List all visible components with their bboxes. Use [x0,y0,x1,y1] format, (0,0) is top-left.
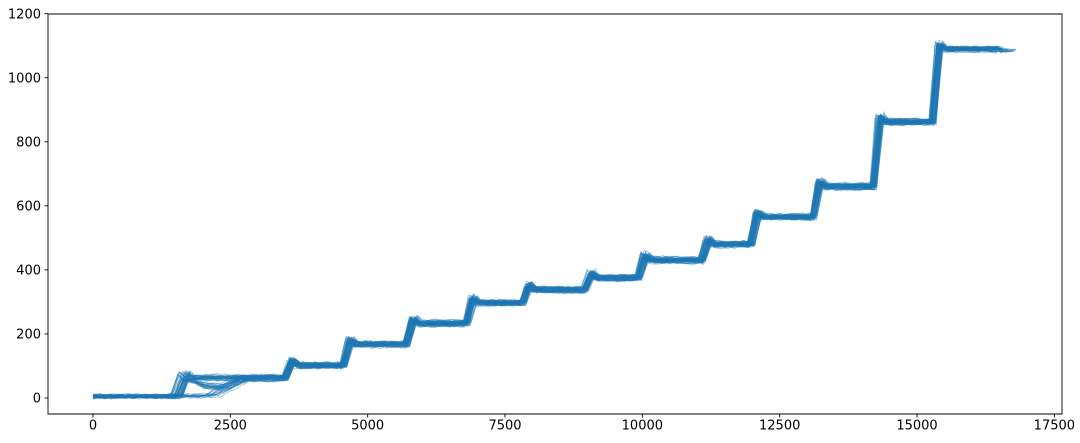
run-line [92,42,1011,398]
run-line [92,41,1004,398]
run-line [92,41,1005,399]
run-line [92,44,992,399]
run-line [92,45,998,398]
run-line [92,45,1001,399]
run-line [92,44,1009,399]
run-line [92,44,993,398]
run-line [92,43,997,398]
run-line [92,43,999,400]
run-line [92,43,991,398]
data-lines [92,39,1017,400]
run-line [92,47,1008,398]
run-line [92,43,996,400]
run-line [92,45,1017,399]
run-line [92,47,994,399]
run-line [92,45,1002,399]
run-line [92,43,1001,399]
run-line [93,42,992,399]
y-axis-tick-label: 600 [16,199,41,214]
run-line [92,43,996,399]
run-line [92,43,1002,398]
y-axis-tick-label: 0 [33,392,41,407]
run-line [92,43,997,399]
axes: 0 2500 5000 7500 10000 12500 15000 17500 0 200 400… [8,7,1075,433]
run-line [92,41,991,398]
run-line [92,45,998,399]
run-line [92,44,1013,400]
run-line [92,43,1003,398]
run-line [92,42,1016,400]
run-line [92,42,997,399]
run-line [92,42,1013,399]
run-line [92,44,1000,396]
run-line [92,45,1016,398]
run-line [92,42,1006,400]
run-line [92,42,1008,399]
run-line [92,44,1001,397]
x-axis-tick-label: 2500 [214,419,247,434]
run-line [92,44,993,400]
x-axis-tick-label: 7500 [488,419,521,434]
run-line [92,42,994,399]
run-line [92,42,992,400]
run-line [92,44,1014,399]
x-axis-tick-label: 15000 [896,419,937,434]
run-line [92,42,1015,400]
run-line [92,45,1002,399]
run-line [92,43,1010,398]
x-axis-tick-label: 17500 [1034,419,1075,434]
run-line [92,44,1000,398]
run-line [92,45,999,399]
run-line [92,43,999,400]
run-line [92,47,993,399]
run-line [92,47,1004,398]
run-line [92,46,996,398]
plot-spines [47,13,1063,415]
y-axis-tick-label: 800 [16,135,41,150]
run-line [92,44,1005,400]
run-line [92,44,999,400]
run-line [92,44,994,399]
run-line [92,44,993,397]
x-axis-tick-label: 5000 [351,419,384,434]
run-line [92,42,997,399]
run-line [92,46,997,398]
x-axis-tick-label: 12500 [759,419,800,434]
run-line [92,43,1004,399]
run-line [92,44,1002,399]
run-line [92,45,998,398]
y-axis-tick-label: 1000 [8,71,41,86]
y-axis-tick-label: 400 [16,263,41,278]
y-axis-tick-label: 200 [16,328,41,343]
run-line [93,43,1003,398]
run-line [92,45,991,398]
run-line [92,45,996,398]
y-axis-tick-label: 1200 [8,7,41,22]
x-axis-tick-label: 10000 [622,419,663,434]
run-line [92,41,1010,398]
run-line [92,39,1000,399]
run-line [92,44,999,399]
run-line [92,44,1000,399]
x-axis-tick-label: 0 [89,419,97,434]
run-line [92,43,1003,399]
run-line [92,42,1003,400]
run-line [92,44,1012,399]
run-line [92,43,1017,399]
run-line [92,44,992,398]
run-line [92,40,1002,400]
run-line [92,42,995,400]
run-line [92,43,996,398]
